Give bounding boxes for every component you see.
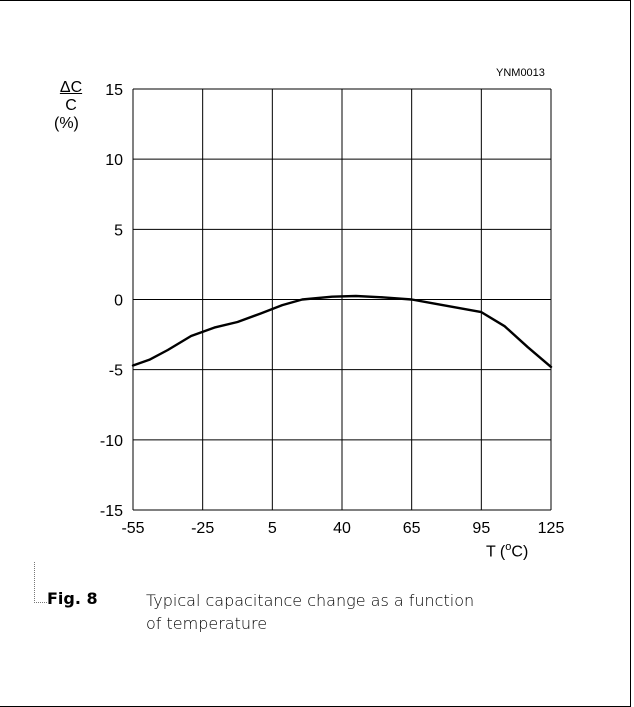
x-axis-label: T (oC) bbox=[486, 541, 529, 561]
chart-grid bbox=[132, 88, 552, 511]
y-unit-denominator: C bbox=[65, 97, 77, 114]
y-tick-label: -10 bbox=[100, 433, 123, 450]
x-tick-label: 5 bbox=[268, 520, 277, 537]
y-tick-label: -5 bbox=[109, 363, 123, 380]
caption-bracket bbox=[34, 562, 47, 603]
x-tick-label: -55 bbox=[121, 520, 144, 537]
series-line bbox=[131, 294, 553, 369]
y-unit-percent: (%) bbox=[54, 115, 79, 132]
x-tick-label: -25 bbox=[191, 520, 214, 537]
y-unit-numerator: ΔC bbox=[59, 79, 83, 96]
x-tick-label: 95 bbox=[472, 520, 490, 537]
figure-number: Fig. 8 bbox=[47, 589, 98, 608]
figure-caption: Typical capacitance change as a function… bbox=[146, 591, 475, 633]
x-tick-label: 125 bbox=[538, 520, 565, 537]
chart-series bbox=[131, 294, 553, 369]
y-tick-label: 5 bbox=[114, 222, 123, 239]
y-tick-label: 10 bbox=[105, 152, 123, 169]
y-tick-label: -15 bbox=[100, 503, 123, 520]
y-axis-unit-label: ΔC C (%) bbox=[54, 79, 102, 132]
x-tick-label: 40 bbox=[333, 520, 351, 537]
y-tick-label: 15 bbox=[105, 82, 123, 99]
chart-tick-labels: 15 10 5 0 -5 -10 -15-55 -25 5 40 65 95 125 bbox=[100, 82, 565, 537]
y-tick-label: 0 bbox=[114, 293, 123, 310]
x-tick-label: 65 bbox=[403, 520, 421, 537]
figure-code: YNM0013 bbox=[496, 67, 545, 79]
